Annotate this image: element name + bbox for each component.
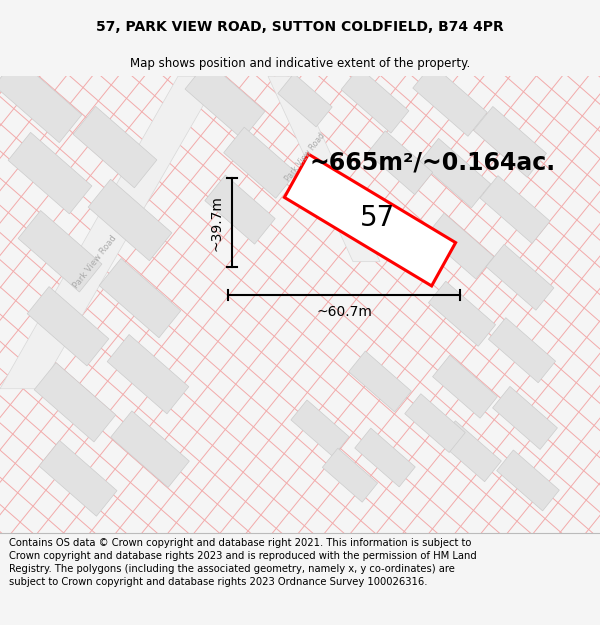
Polygon shape [88,179,172,261]
Text: ~39.7m: ~39.7m [209,194,223,251]
Polygon shape [419,138,491,208]
Text: 57: 57 [361,204,395,232]
Polygon shape [18,211,102,292]
Text: 57, PARK VIEW ROAD, SUTTON COLDFIELD, B74 4PR: 57, PARK VIEW ROAD, SUTTON COLDFIELD, B7… [96,20,504,34]
Polygon shape [428,281,496,346]
Polygon shape [110,411,190,488]
Polygon shape [224,127,296,198]
Polygon shape [27,287,109,366]
Polygon shape [291,400,349,457]
Polygon shape [405,394,465,452]
Polygon shape [480,176,550,244]
Polygon shape [341,68,409,133]
Text: Contains OS data © Crown copyright and database right 2021. This information is : Contains OS data © Crown copyright and d… [9,538,477,587]
Polygon shape [268,76,380,262]
Polygon shape [39,441,117,516]
Polygon shape [439,421,502,482]
Polygon shape [99,259,181,338]
Polygon shape [426,213,494,279]
Polygon shape [34,362,116,442]
Polygon shape [349,351,412,412]
Polygon shape [8,132,92,214]
Polygon shape [367,131,433,194]
Polygon shape [355,428,415,487]
Text: ~60.7m: ~60.7m [316,304,372,319]
Polygon shape [278,74,332,127]
Polygon shape [486,244,554,310]
Polygon shape [284,154,455,286]
Polygon shape [493,386,557,449]
Text: ~665m²/~0.164ac.: ~665m²/~0.164ac. [310,151,556,175]
Polygon shape [473,106,547,178]
Polygon shape [497,450,559,511]
Polygon shape [185,61,265,139]
Polygon shape [0,76,220,389]
Polygon shape [433,355,497,418]
Text: Park View Road: Park View Road [283,131,327,184]
Polygon shape [322,448,377,503]
Polygon shape [73,106,157,188]
Polygon shape [107,334,189,414]
Polygon shape [205,175,275,244]
Text: Park View Road: Park View Road [71,233,118,290]
Polygon shape [488,318,556,382]
Polygon shape [0,58,82,142]
Polygon shape [413,64,487,136]
Text: Map shows position and indicative extent of the property.: Map shows position and indicative extent… [130,57,470,70]
